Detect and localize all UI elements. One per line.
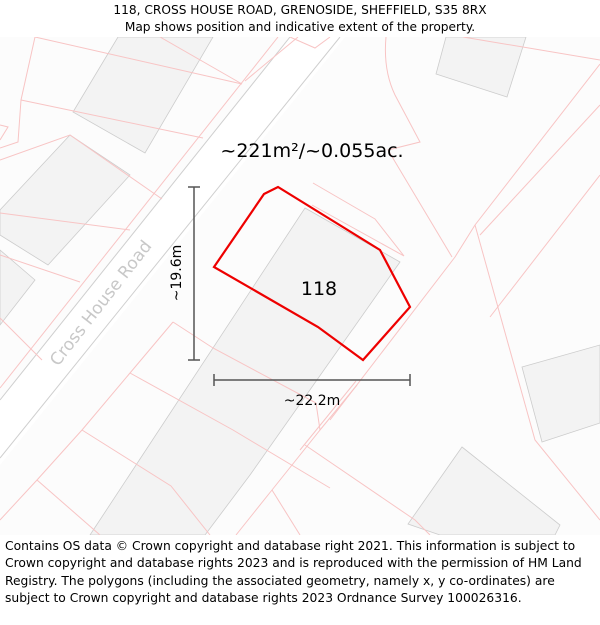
boundary-lines	[0, 37, 600, 535]
road-name-label: Cross House Road	[46, 237, 156, 370]
road-surface	[0, 37, 345, 465]
property-map[interactable]: Cross House Road ~221m²/~0.055ac. 118 ~1…	[0, 37, 600, 535]
property-outline[interactable]	[212, 185, 412, 362]
map-canvas: Cross House Road ~221m²/~0.055ac. 118 ~1…	[0, 37, 600, 535]
height-dimension-label: ~19.6m	[169, 245, 185, 302]
building	[0, 134, 131, 266]
road-edge	[0, 37, 341, 459]
width-dimension-label: ~22.2m	[284, 393, 341, 409]
building	[435, 37, 527, 98]
area-label: ~221m²/~0.055ac.	[220, 140, 403, 162]
width-measure-line	[213, 374, 411, 386]
building	[89, 207, 401, 535]
building	[72, 37, 214, 154]
road-edge	[0, 37, 291, 401]
property-address: 118, CROSS HOUSE ROAD, GRENOSIDE, SHEFFI…	[113, 3, 487, 17]
map-subtitle: Map shows position and indicative extent…	[124, 20, 476, 34]
map-header: 118, CROSS HOUSE ROAD, GRENOSIDE, SHEFFI…	[0, 0, 600, 37]
building	[0, 249, 36, 326]
copyright-notice: Contains OS data © Crown copyright and d…	[5, 539, 582, 605]
building	[521, 344, 600, 443]
buildings	[0, 37, 600, 535]
height-measure-line	[188, 186, 200, 361]
building	[407, 446, 561, 535]
plot-number: 118	[301, 278, 337, 300]
